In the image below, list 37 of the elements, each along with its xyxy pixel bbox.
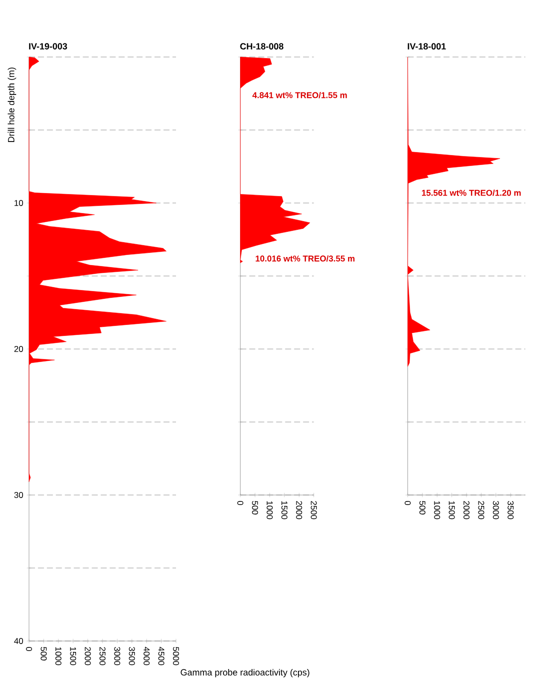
x-tick-label: 1000 bbox=[55, 647, 62, 666]
chart-title: IV-18-001 bbox=[408, 43, 446, 50]
x-tick-label: 2000 bbox=[296, 501, 302, 520]
chart-title: CH-18-008 bbox=[240, 43, 284, 50]
x-tick-label: 4000 bbox=[144, 646, 150, 666]
y-tick-label: 30 bbox=[14, 492, 24, 498]
x-tick-label: 1000 bbox=[266, 501, 273, 520]
annotation: 4.841 wt% TREO/1.55 m bbox=[252, 92, 347, 98]
x-tick-label: 2000 bbox=[84, 647, 91, 666]
y-axis-title: Drill hole depth (m) bbox=[8, 68, 16, 142]
annotation: 10.016 wt% TREO/3.55 m bbox=[256, 255, 354, 262]
x-tick-label: 2000 bbox=[464, 501, 470, 520]
x-tick-label: 4500 bbox=[158, 646, 164, 666]
y-tick-label: 20 bbox=[14, 346, 24, 352]
x-tick-label: 500 bbox=[252, 500, 258, 514]
x-tick-label: 2500 bbox=[310, 501, 317, 520]
x-tick-label: 3000 bbox=[492, 500, 499, 520]
x-tick-label: 2500 bbox=[100, 647, 106, 666]
x-tick-label: 0 bbox=[26, 646, 32, 652]
x-tick-label: 500 bbox=[419, 500, 426, 514]
x-tick-label: 1500 bbox=[70, 647, 76, 666]
x-tick-label: 3000 bbox=[114, 646, 120, 666]
x-tick-label: 500 bbox=[40, 646, 47, 660]
x-tick-label: 5000 bbox=[173, 646, 179, 666]
x-tick-label: 1500 bbox=[448, 501, 455, 520]
y-tick-label: 10 bbox=[14, 200, 24, 206]
x-axis-title: Gamma probe radioactivity (cps) bbox=[180, 668, 310, 678]
chart-title: IV-19-003 bbox=[29, 43, 68, 50]
x-tick-label: 2500 bbox=[478, 501, 484, 520]
annotation: 15.561 wt% TREO/1.20 m bbox=[422, 190, 521, 196]
x-tick-label: 0 bbox=[237, 500, 244, 506]
x-tick-label: 0 bbox=[404, 500, 411, 506]
x-tick-label: 1500 bbox=[281, 501, 288, 520]
x-tick-label: 1000 bbox=[434, 501, 440, 520]
y-tick-label: 40 bbox=[14, 638, 24, 644]
x-tick-label: 3500 bbox=[508, 500, 514, 520]
x-tick-label: 3500 bbox=[128, 646, 135, 666]
